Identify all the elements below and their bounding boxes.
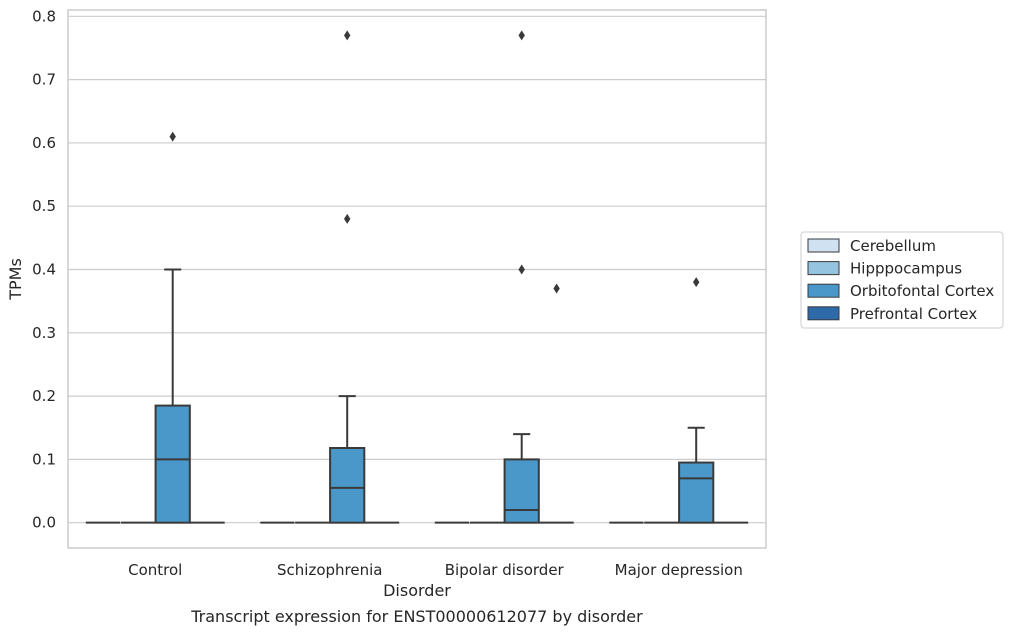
y-axis-ticks: 0.0 0.1 0.2 0.3 0.4 0.5 0.6 0.7 0.8	[32, 7, 56, 531]
legend-label: Cerebellum	[850, 237, 936, 255]
chart-caption: Transcript expression for ENST0000061207…	[190, 607, 643, 626]
box-body	[154, 404, 191, 524]
y-tick-label: 0.6	[32, 134, 56, 152]
outlier-point	[169, 131, 176, 142]
legend-swatch	[807, 238, 840, 253]
outlier-point	[518, 30, 525, 41]
legend-swatch	[807, 283, 840, 298]
box-2-2	[503, 30, 540, 524]
legend-label: Prefrontal Cortex	[850, 305, 977, 323]
legend-frame	[800, 231, 1004, 329]
legend-label: Orbitofontal Cortex	[850, 282, 994, 300]
y-axis-title: TPMs	[6, 258, 25, 301]
legend-swatch	[807, 261, 840, 276]
y-tick-label: 0.7	[32, 71, 56, 89]
box-plots	[85, 30, 749, 524]
outlier-point	[693, 277, 700, 288]
box-body	[678, 461, 715, 524]
x-tick-label: Bipolar disorder	[445, 561, 565, 579]
x-tick-label: Schizophrenia	[277, 561, 382, 579]
x-tick-label: Major depression	[615, 561, 743, 579]
legend-label: Hipppocampus	[850, 260, 962, 278]
box-2-3	[678, 277, 715, 524]
legend: Cerebellum Hipppocampus Orbitofontal Corte…	[800, 231, 1004, 329]
y-tick-label: 0.3	[32, 324, 56, 342]
box-2-0	[154, 131, 191, 524]
box-body	[329, 446, 366, 524]
box-2-1	[329, 30, 366, 524]
legend-swatch	[807, 306, 840, 321]
y-tick-label: 0.2	[32, 387, 56, 405]
y-tick-label: 0.5	[32, 197, 56, 215]
outlier-point	[553, 283, 560, 294]
x-tick-label: Control	[128, 561, 182, 579]
outlier-point	[518, 264, 525, 275]
box-3-2	[539, 283, 574, 524]
outlier-point	[344, 213, 351, 224]
outlier-point	[344, 30, 351, 41]
box-body	[503, 458, 540, 524]
y-tick-label: 0.1	[32, 450, 56, 468]
y-tick-label: 0.0	[32, 514, 56, 532]
plot-frame	[67, 9, 767, 549]
x-axis-title: Disorder	[383, 581, 451, 600]
y-tick-label: 0.4	[32, 261, 56, 279]
x-axis-ticks: Control Schizophrenia Bipolar disorder Majo…	[128, 561, 743, 579]
y-tick-label: 0.8	[32, 7, 56, 25]
